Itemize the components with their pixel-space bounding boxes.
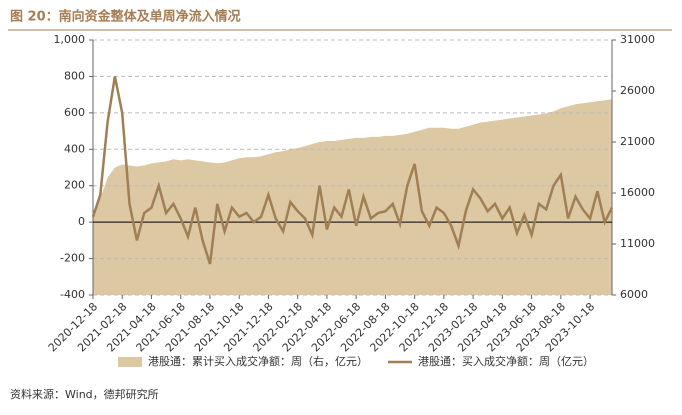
y2-tick-label: 16000 <box>620 186 655 199</box>
y-tick-label: 600 <box>64 106 85 119</box>
y2-tick-label: 26000 <box>620 84 655 97</box>
legend-label: 港股通：买入成交净额：周（亿元） <box>418 354 594 368</box>
legend-swatch <box>118 357 142 367</box>
y-tick-label: 0 <box>78 215 85 228</box>
y-tick-label: 1,000 <box>54 33 86 46</box>
source: 资料来源：Wind，德邦研究所 <box>10 387 159 401</box>
y2-tick-label: 31000 <box>620 33 655 46</box>
y2-tick-label: 21000 <box>620 135 655 148</box>
legend-label: 港股通：累计买入成交净额：周（右，亿元） <box>148 354 368 368</box>
y-tick-label: -400 <box>60 288 85 301</box>
chart-title: 图 20：南向资金整体及单周净流入情况 <box>10 9 241 25</box>
y-tick-label: 400 <box>64 142 85 155</box>
line <box>91 76 614 265</box>
y-tick-label: 800 <box>64 69 85 82</box>
area <box>93 99 612 295</box>
y-tick-label: 200 <box>64 179 85 192</box>
y-tick-label: -200 <box>60 252 85 265</box>
y2-tick-label: 11000 <box>620 237 655 250</box>
y2-tick-label: 6000 <box>620 288 648 301</box>
